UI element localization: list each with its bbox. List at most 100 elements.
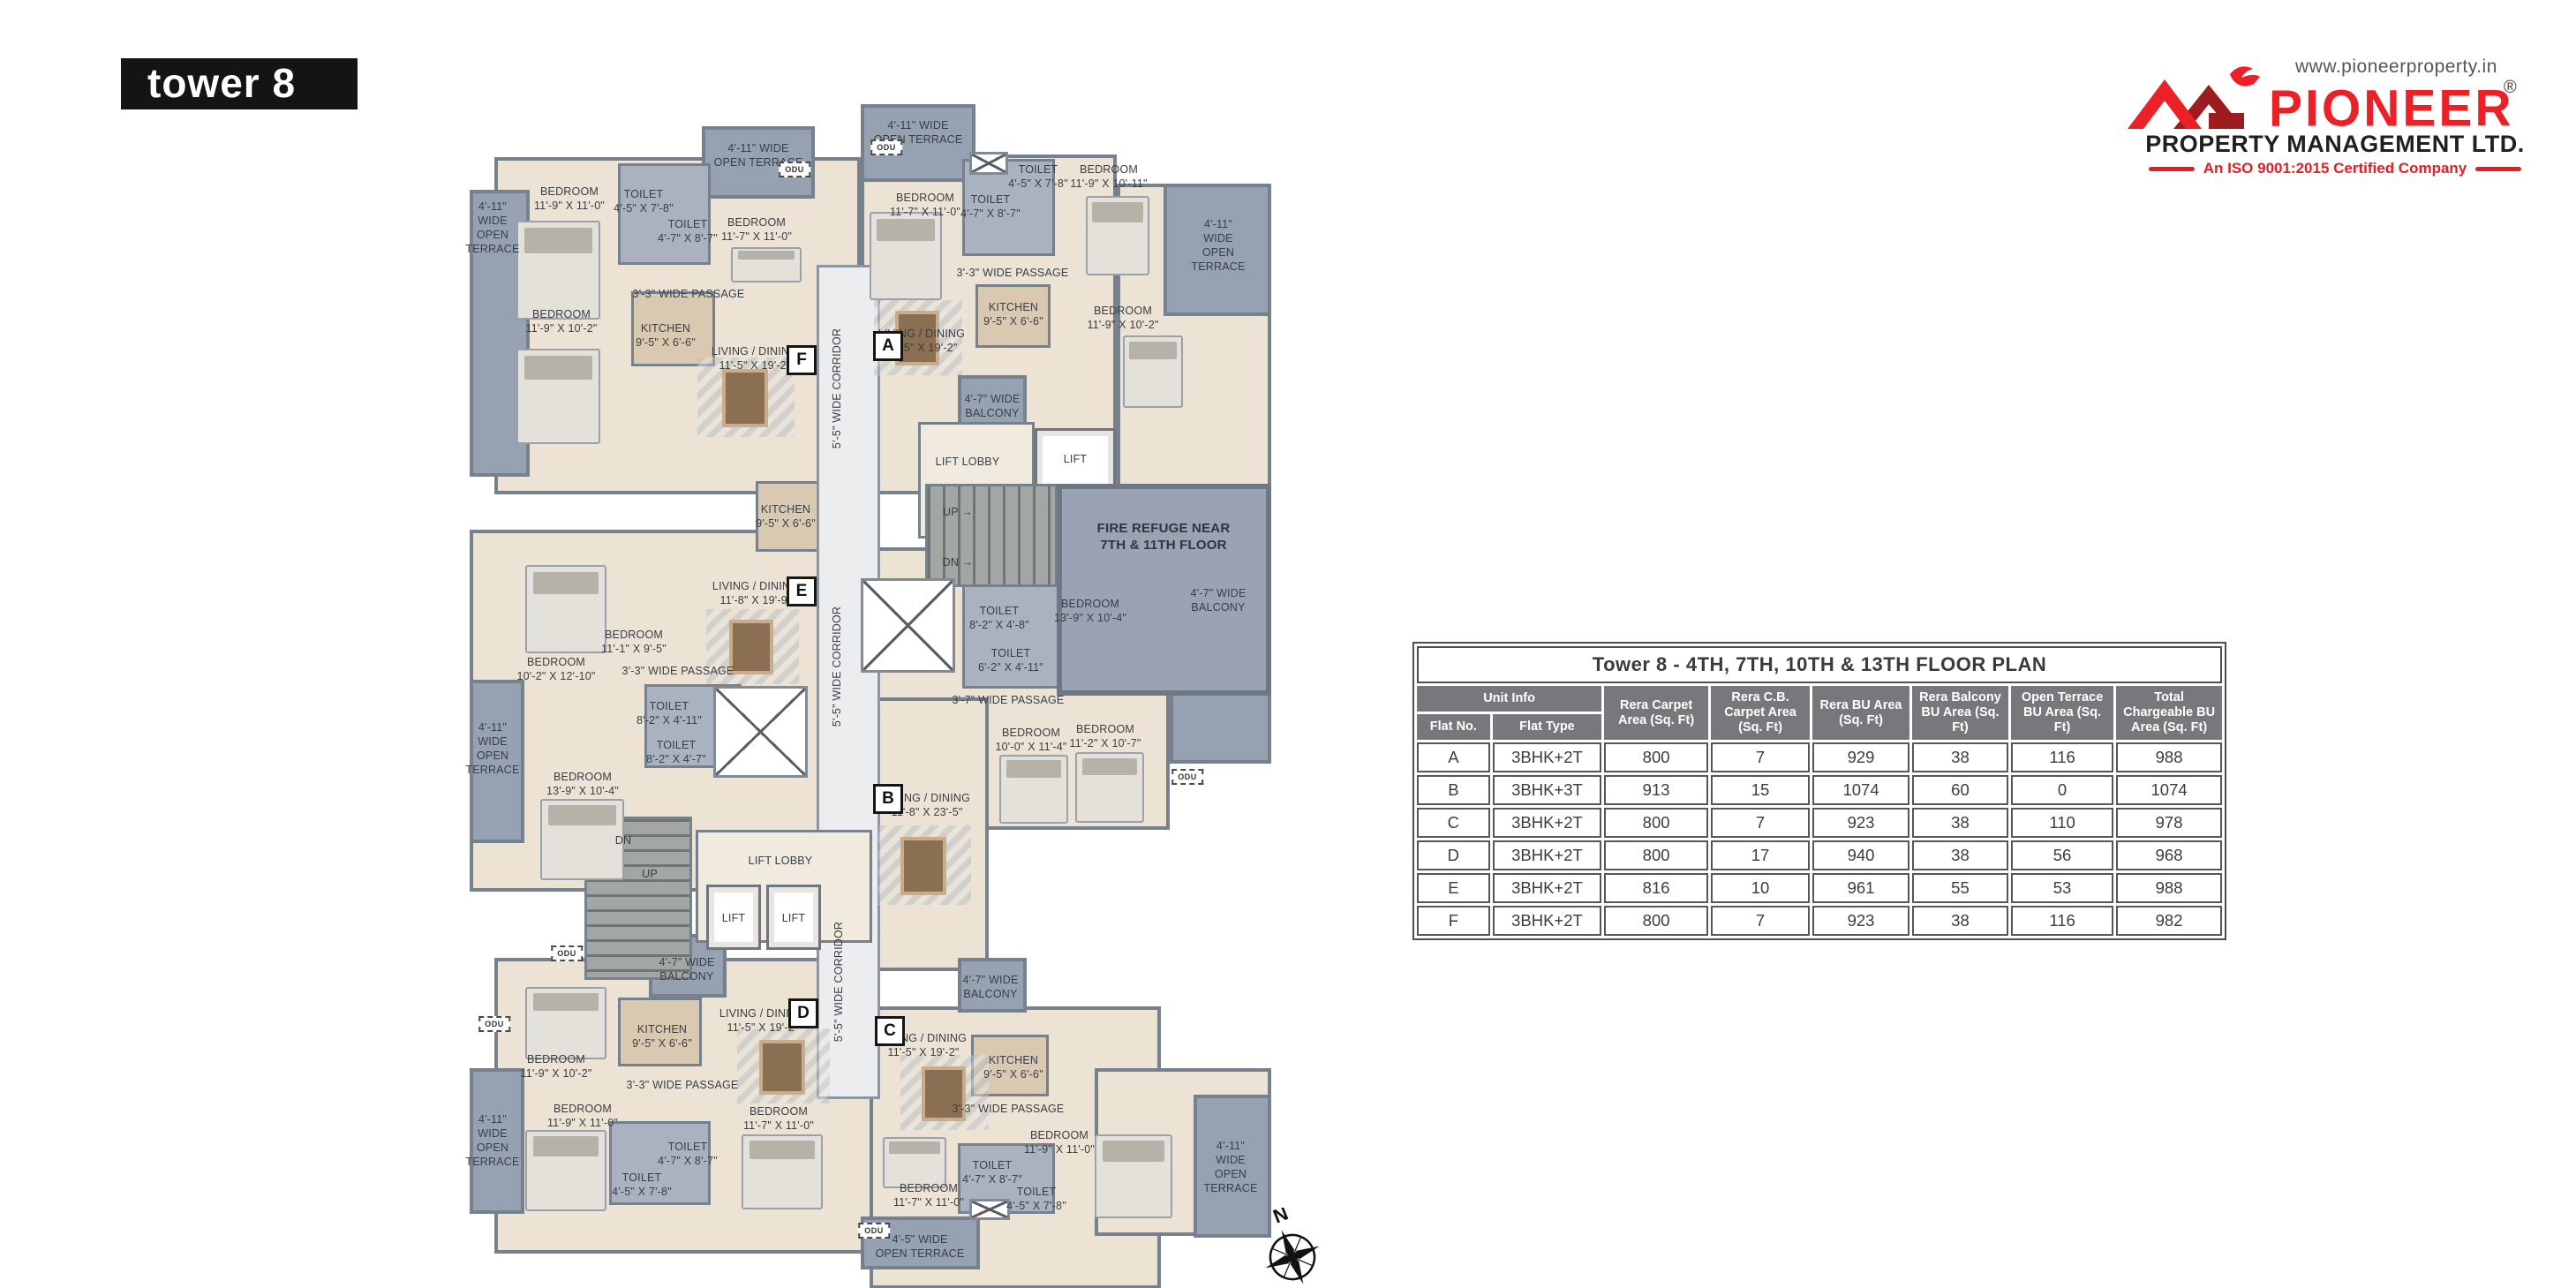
dining-table bbox=[900, 837, 946, 895]
room-label: 5'-5" WIDE CORRIDOR bbox=[831, 606, 843, 727]
room-label: KITCHEN 9'-5" X 6'-6" bbox=[636, 322, 696, 349]
table-cell: 3BHK+2T bbox=[1492, 840, 1602, 871]
room-label: KITCHEN 9'-5" X 6'-6" bbox=[983, 301, 1043, 328]
room-label: DN → bbox=[942, 556, 974, 569]
room-label: FIRE REFUGE NEAR 7TH & 11TH FLOOR bbox=[1096, 520, 1231, 553]
bed-furniture bbox=[731, 247, 802, 282]
tagline-dash bbox=[2475, 166, 2522, 171]
table-cell: E bbox=[1417, 873, 1490, 904]
table-cell: 17 bbox=[1710, 840, 1811, 871]
bed-furniture bbox=[516, 349, 600, 444]
room-label: BEDROOM 11'-1" X 9'-5" bbox=[601, 629, 667, 655]
header-rera-bu: Rera BU Area (Sq. Ft) bbox=[1812, 686, 1909, 741]
unit-marker-e: E bbox=[787, 576, 817, 606]
room-label: BEDROOM 11'-9" X 11'-0" bbox=[546, 1103, 619, 1129]
table-row: D 3BHK+2T 800 17 940 38 56 968 bbox=[1417, 840, 2222, 871]
room-label: BEDROOM 11'-9" X 10'-2" bbox=[525, 308, 598, 335]
header-unit-info: Unit Info bbox=[1417, 686, 1602, 712]
room-label: TOILET 4'-5" X 7'-8" bbox=[1006, 1186, 1066, 1212]
room-label: TOILET 4'-7" X 8'-7" bbox=[960, 193, 1021, 220]
unit-marker-d: D bbox=[788, 998, 818, 1028]
table-cell: 940 bbox=[1812, 840, 1909, 871]
room-label: 4'-7" WIDE BALCONY bbox=[1190, 587, 1247, 614]
room-label: TOILET 4'-5" X 7'-8" bbox=[1008, 163, 1068, 190]
table-cell: 55 bbox=[1911, 873, 2008, 904]
room-label: 4'-11" WIDE OPEN TERRACE bbox=[1203, 1140, 1258, 1194]
header-open-terrace-bu: Open Terrace BU Area (Sq. Ft) bbox=[2010, 686, 2114, 741]
room-label: 3'-3" WIDE PASSAGE bbox=[626, 1079, 739, 1091]
table-cell: 800 bbox=[1604, 906, 1708, 937]
unit-marker-f: F bbox=[787, 345, 817, 375]
table-cell: 961 bbox=[1812, 873, 1909, 904]
room-label: 4'-7" WIDE BALCONY bbox=[964, 393, 1021, 419]
table-cell: 923 bbox=[1812, 808, 1909, 839]
compass-rose-icon: N bbox=[1265, 1208, 1320, 1284]
room-label: BEDROOM 11'-7" X 11'-0" bbox=[889, 192, 961, 218]
room-label: BEDROOM 11'-7" X 11'-0" bbox=[742, 1105, 815, 1132]
bed-furniture bbox=[870, 212, 942, 300]
lift-shaft bbox=[706, 885, 761, 950]
void-shaft bbox=[969, 1199, 1010, 1220]
table-row: B 3BHK+3T 913 15 1074 60 0 1074 bbox=[1417, 775, 2222, 806]
table-row: A 3BHK+2T 800 7 929 38 116 988 bbox=[1417, 742, 2222, 773]
table-cell: 60 bbox=[1911, 775, 2008, 806]
table-cell: 10 bbox=[1710, 873, 1811, 904]
room-label: UP → bbox=[943, 506, 973, 518]
header-rera-cb-carpet: Rera C.B. Carpet Area (Sq. Ft) bbox=[1710, 686, 1811, 741]
table-cell: 7 bbox=[1710, 808, 1811, 839]
bed-furniture bbox=[742, 1134, 823, 1209]
header-total-chargeable-bu: Total Chargeable BU Area (Sq. Ft) bbox=[2116, 686, 2222, 741]
header-flat-type: Flat Type bbox=[1492, 714, 1602, 741]
table-cell: 3BHK+3T bbox=[1492, 775, 1602, 806]
room-label: LIFT bbox=[721, 912, 746, 924]
pioneer-roof-logo-icon bbox=[2128, 66, 2260, 129]
registered-mark: ® bbox=[2504, 78, 2517, 97]
room-label: TOILET 4'-7" X 8'-7" bbox=[962, 1159, 1022, 1186]
compass-north-label: N bbox=[1270, 1208, 1292, 1228]
toilet-block bbox=[962, 159, 1055, 256]
table-row: C 3BHK+2T 800 7 923 38 110 978 bbox=[1417, 808, 2222, 839]
company-name: PROPERTY MANAGEMENT LTD. bbox=[2145, 131, 2525, 157]
table-cell: 913 bbox=[1604, 775, 1708, 806]
table-cell: 3BHK+2T bbox=[1492, 808, 1602, 839]
table-cell: 1074 bbox=[2116, 775, 2222, 806]
bed-furniture bbox=[883, 1137, 946, 1188]
odu-label: ODU bbox=[870, 139, 902, 155]
kitchen-block bbox=[975, 284, 1051, 348]
bed-furniture bbox=[1075, 752, 1144, 823]
kitchen-block bbox=[631, 291, 715, 366]
balcony-block bbox=[958, 958, 1027, 1013]
table-cell: 0 bbox=[2010, 775, 2114, 806]
table-cell: A bbox=[1417, 742, 1490, 773]
tower-badge: tower 8 bbox=[121, 58, 358, 109]
toilet-block bbox=[618, 163, 711, 265]
room-label: BEDROOM 13'-9" X 10'-4" bbox=[546, 771, 619, 797]
room-label: KITCHEN 9'-5" X 6'-6" bbox=[756, 503, 816, 530]
bird-icon bbox=[2230, 66, 2260, 87]
unit-marker-b: B bbox=[873, 784, 903, 814]
room-label: TOILET 4'-5" X 7'-8" bbox=[614, 188, 674, 215]
table-cell: 988 bbox=[2116, 873, 2222, 904]
room-label: BEDROOM 13'-9" X 10'-4" bbox=[1054, 598, 1126, 624]
room-label: UP bbox=[642, 868, 658, 880]
room-label: BEDROOM 11'-9" X 11'-0" bbox=[1023, 1129, 1096, 1156]
room-label: 4'-5" WIDE OPEN TERRACE bbox=[875, 1233, 965, 1260]
table-cell: 968 bbox=[2116, 840, 2222, 871]
room-label: BEDROOM 11'-7" X 11'-0" bbox=[893, 1182, 965, 1209]
void-shaft bbox=[713, 686, 808, 778]
table-cell: 816 bbox=[1604, 873, 1708, 904]
table-cell: 982 bbox=[2116, 906, 2222, 937]
header-rera-carpet: Rera Carpet Area (Sq. Ft) bbox=[1604, 686, 1708, 741]
toilet-block bbox=[609, 1121, 711, 1205]
table-cell: 3BHK+2T bbox=[1492, 742, 1602, 773]
website-text: www.pioneerproperty.in bbox=[2295, 56, 2497, 77]
room-label: LIVING / DINING 11'-5" X 19'-2" bbox=[711, 345, 799, 372]
tagline-dash bbox=[2148, 166, 2195, 171]
room-label: 4'-11" WIDE OPEN TERRACE bbox=[465, 200, 520, 255]
table-row: F 3BHK+2T 800 7 923 38 116 982 bbox=[1417, 906, 2222, 937]
room-label: BEDROOM 11'-2" X 10'-7" bbox=[1069, 723, 1141, 749]
table-cell: 116 bbox=[2010, 906, 2114, 937]
bed-furniture bbox=[1123, 335, 1183, 408]
table-cell: 800 bbox=[1604, 742, 1708, 773]
dining-table bbox=[759, 1040, 805, 1095]
